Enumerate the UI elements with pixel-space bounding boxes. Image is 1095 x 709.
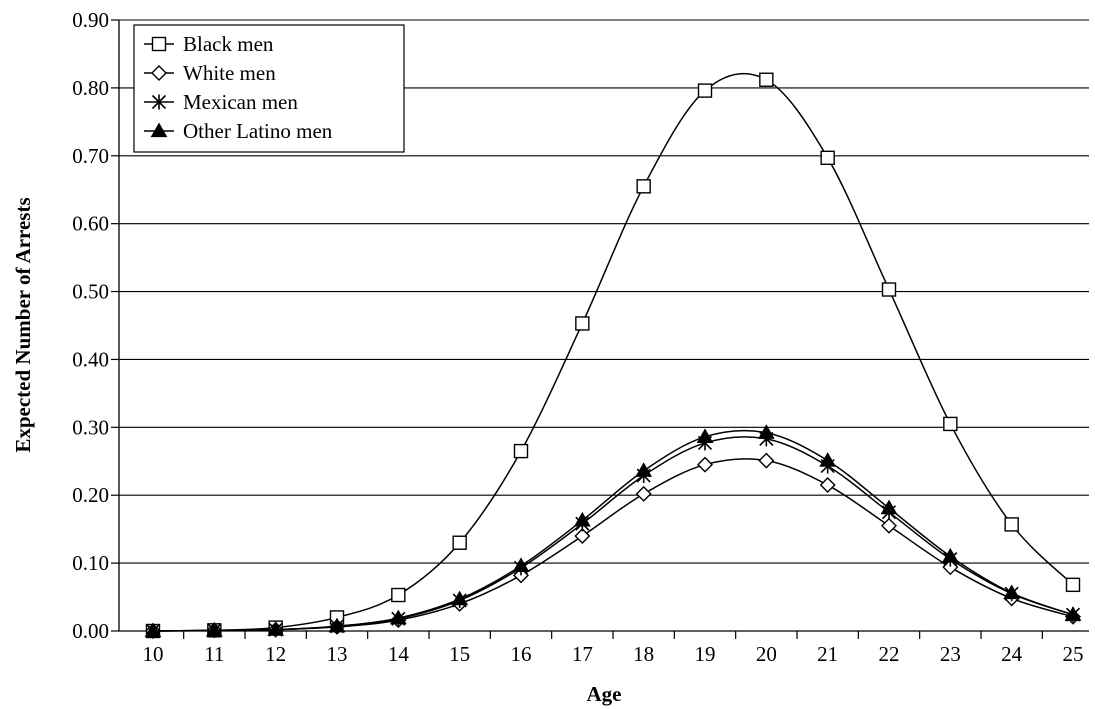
data-point-other-latino-men <box>757 424 775 439</box>
legend-marker-mexican-men <box>151 94 167 110</box>
legend-marker-white-men <box>151 65 167 81</box>
data-point-other-latino-men <box>696 428 714 443</box>
data-point-white-men <box>881 517 897 534</box>
legend-marker-black-men <box>151 36 167 52</box>
data-point-white-men <box>819 477 836 494</box>
series-black-men <box>145 72 1081 639</box>
data-point-other-latino-men <box>880 499 898 515</box>
x-tick-label: 14 <box>388 642 410 666</box>
y-tick-label: 0.60 <box>72 212 109 236</box>
series-line-other-latino-men <box>152 429 1074 632</box>
data-point-black-men <box>943 416 958 432</box>
y-tick-label: 0.40 <box>72 347 109 371</box>
x-tick-label: 12 <box>265 642 286 666</box>
y-tick-label: 0.70 <box>72 144 109 168</box>
data-point-other-latino-men <box>328 617 346 633</box>
data-point-other-latino-men <box>205 621 223 637</box>
x-tick-label: 19 <box>695 642 716 666</box>
y-axis-title: Expected Number of Arrests <box>11 197 35 452</box>
data-point-white-men <box>758 452 775 469</box>
data-point-black-men <box>1065 577 1081 593</box>
legend-label-black-men: Black men <box>183 32 274 56</box>
x-tick-label: 10 <box>143 642 164 666</box>
series-other-latino-men <box>144 424 1082 638</box>
x-tick-label: 15 <box>449 642 470 666</box>
data-point-other-latino-men <box>819 452 837 467</box>
x-tick-label: 11 <box>204 642 224 666</box>
y-tick-label: 0.80 <box>72 76 109 100</box>
y-tick-label: 0.90 <box>72 8 109 32</box>
data-point-black-men <box>1004 517 1019 532</box>
legend: Black men White men Mexican men Other Latin… <box>133 24 405 153</box>
legend-label-mexican-men: Mexican men <box>183 90 298 114</box>
data-point-white-men <box>942 559 959 576</box>
series <box>144 72 1082 639</box>
data-point-black-men <box>513 443 529 459</box>
series-white-men <box>145 452 1081 639</box>
data-point-black-men <box>820 150 835 166</box>
legend-label-white-men: White men <box>183 61 276 85</box>
data-point-black-men <box>697 83 713 98</box>
x-tick-label: 13 <box>327 642 348 666</box>
data-point-other-latino-men <box>389 609 407 625</box>
data-point-black-men <box>881 282 897 297</box>
data-point-other-latino-men <box>451 590 469 606</box>
data-point-other-latino-men <box>144 622 162 638</box>
series-line-mexican-men <box>152 436 1074 632</box>
legend-marker-other-latino-men <box>150 122 168 138</box>
data-point-black-men <box>575 316 590 331</box>
ticks: 0.00 0.10 0.20 0.30 0.40 0.50 0.60 0.70 0.80 0.90… <box>72 8 1083 666</box>
data-point-other-latino-men <box>267 621 285 636</box>
data-point-other-latino-men <box>573 511 591 527</box>
series-mexican-men <box>145 431 1081 639</box>
y-tick-label: 0.50 <box>72 280 109 304</box>
x-axis-title: Age <box>587 682 622 706</box>
y-tick-label: 0.30 <box>72 415 109 439</box>
data-point-white-men <box>697 456 713 473</box>
data-point-black-men <box>391 587 406 603</box>
x-tick-label: 22 <box>879 642 900 666</box>
x-tick-label: 23 <box>940 642 961 666</box>
data-point-other-latino-men <box>941 547 959 563</box>
data-point-white-men <box>574 527 591 544</box>
x-tick-label: 18 <box>633 642 654 666</box>
x-tick-label: 17 <box>572 642 593 666</box>
legend-box <box>133 24 405 153</box>
data-point-white-men <box>635 485 652 502</box>
x-tick-label: 24 <box>1001 642 1023 666</box>
x-tick-label: 25 <box>1063 642 1084 666</box>
data-point-black-men <box>452 535 467 550</box>
y-tick-label: 0.00 <box>72 619 109 643</box>
data-point-other-latino-men <box>1003 584 1021 600</box>
data-point-other-latino-men <box>1064 606 1082 621</box>
x-tick-label: 16 <box>511 642 532 666</box>
y-tick-label: 0.20 <box>72 483 109 507</box>
x-tick-label: 20 <box>756 642 777 666</box>
x-tick-label: 21 <box>817 642 838 666</box>
data-point-other-latino-men <box>635 462 653 477</box>
data-point-other-latino-men <box>512 557 530 572</box>
data-point-black-men <box>636 179 651 194</box>
y-tick-label: 0.10 <box>72 551 109 575</box>
legend-label-other-latino-men: Other Latino men <box>183 119 333 143</box>
gridlines <box>119 19 1089 564</box>
data-point-black-men <box>759 72 774 87</box>
